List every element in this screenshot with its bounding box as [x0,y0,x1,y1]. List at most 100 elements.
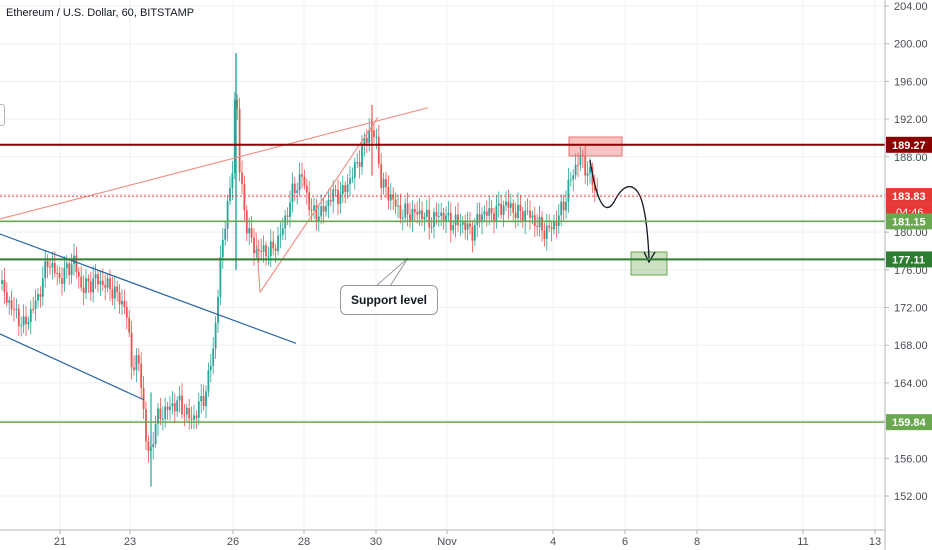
candle-body [272,241,275,249]
candle-body [339,193,342,205]
candle-body [87,278,90,282]
candle-body [265,245,267,257]
candle-body [433,212,435,227]
candle-body [10,300,13,310]
candle-body [262,245,265,252]
candle-body [356,162,359,164]
candle-body [260,250,263,252]
candle-body [471,226,474,241]
candle-body [418,210,421,215]
candle-body [500,203,503,215]
candle-body [157,408,159,425]
candle-body [567,179,570,202]
candle-body [152,444,155,448]
interval: 60 [121,7,134,19]
grid [0,0,885,530]
candle-body [481,214,483,223]
candle-body [387,187,390,201]
candle-body [569,179,572,181]
candle-body [5,291,8,303]
candle-body [298,174,301,191]
time-tick-label: 26 [227,536,239,548]
candle-body [195,415,198,418]
candle-body [553,222,555,230]
candle-body [53,263,56,273]
candle-body [365,137,368,144]
candle-body [70,264,73,276]
candle-body [442,212,445,222]
candle-body [248,228,251,234]
candle-body [389,194,392,201]
candle-body [589,167,591,174]
candle-body [80,276,83,288]
candle-body [233,99,236,174]
candle-body [310,209,313,211]
candle-body [452,225,455,231]
candle-body [178,395,181,401]
symbol-header[interactable]: Ethereum / U.S. Dollar, 60, BITSTAMP [6,7,195,19]
candle-body [495,205,498,223]
candle-body [469,223,471,227]
candle-body [332,189,335,202]
candle-body [296,190,299,194]
candle-body [351,177,354,179]
candle-body [224,228,227,240]
price-tick-label: 188.00 [894,152,928,164]
candle-body [478,214,481,223]
candle-body [15,308,18,310]
candle-body [279,234,282,236]
resistance-zone-box [568,136,623,157]
candle-body [397,205,399,207]
candle-body [320,206,323,217]
candle-body [49,266,51,268]
time-tick-label: 6 [622,536,628,548]
support-level-callout[interactable]: Support level [340,285,438,315]
candle-body [325,206,327,212]
candle-body [207,370,210,392]
price-tick-label: 200.00 [894,39,928,51]
candle-body [51,263,54,268]
candle-body [315,205,318,222]
candle-body [183,414,186,416]
price-tick-label: 156.00 [894,453,928,465]
candle-body [353,162,356,178]
candle-body [277,235,279,251]
side-panel-toggle[interactable] [0,104,5,126]
candle-body [118,292,121,305]
candle-body [164,406,167,419]
candle-body [401,217,404,219]
channel-upper-line [0,233,297,344]
candle-body [485,211,488,216]
candle-body [193,415,195,420]
candle-body [173,403,176,412]
candle-body [205,391,207,407]
candle-body [385,179,387,188]
candle-body [241,172,243,185]
price-axis[interactable]: 152.00156.00160.00164.00168.00172.00176.… [884,0,932,550]
candle-body [322,206,325,212]
candle-body [217,296,219,323]
candle-body [137,355,140,364]
candle-body [392,194,395,200]
candle-body [101,280,104,285]
candle-body [377,136,380,165]
candle-body [281,228,284,235]
candle-body [358,162,361,167]
drawings [0,107,668,401]
time-axis[interactable]: 21 23 26 28 30 Nov 4 6 8 11 13 [0,529,885,548]
candle-body [41,278,44,297]
candle-body [111,289,114,299]
candle-body [519,204,522,212]
candle-body [267,256,270,258]
candle-body [490,208,493,214]
candle-body [77,271,80,277]
candle-body [68,263,71,276]
candle-body [574,164,577,176]
candle-body [147,441,150,452]
candle-body [466,223,469,230]
candle-body [44,261,47,279]
candle-body [363,137,366,146]
candle-body [121,300,123,305]
candle-body [89,281,92,293]
